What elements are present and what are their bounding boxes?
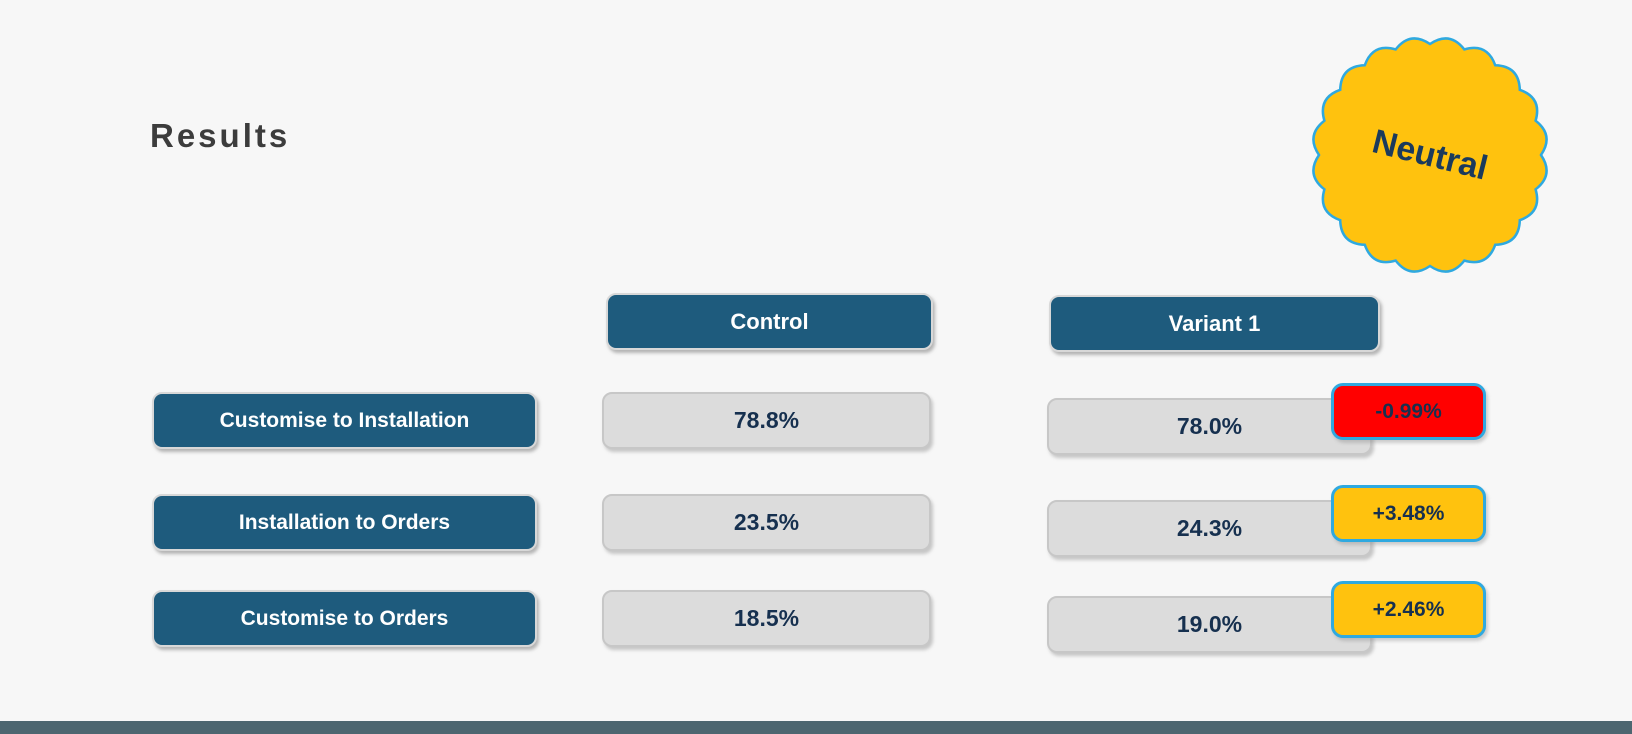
delta-badge: +2.46% — [1331, 581, 1486, 638]
delta-badge: +3.48% — [1331, 485, 1486, 542]
variant-value: 78.0% — [1047, 398, 1372, 455]
row-label: Installation to Orders — [152, 494, 537, 551]
control-value: 23.5% — [602, 494, 931, 551]
table-row: Installation to Orders 23.5% 24.3% +3.48… — [0, 485, 1632, 557]
variant-value: 24.3% — [1047, 500, 1372, 557]
control-value: 78.8% — [602, 392, 931, 449]
table-row: Customise to Installation 78.8% 78.0% -0… — [0, 383, 1632, 455]
footer-accent-bar — [0, 721, 1632, 734]
column-header-variant: Variant 1 — [1049, 295, 1380, 352]
table-row: Customise to Orders 18.5% 19.0% +2.46% — [0, 581, 1632, 653]
column-header-control: Control — [606, 293, 933, 350]
control-value: 18.5% — [602, 590, 931, 647]
page-title: Results — [150, 117, 291, 154]
row-label: Customise to Orders — [152, 590, 537, 647]
seal-shape — [1312, 37, 1548, 273]
variant-value: 19.0% — [1047, 596, 1372, 653]
delta-badge: -0.99% — [1331, 383, 1486, 440]
row-label: Customise to Installation — [152, 392, 537, 449]
seal-starburst-icon — [1312, 37, 1548, 273]
neutral-seal-badge: Neutral — [1301, 26, 1559, 284]
